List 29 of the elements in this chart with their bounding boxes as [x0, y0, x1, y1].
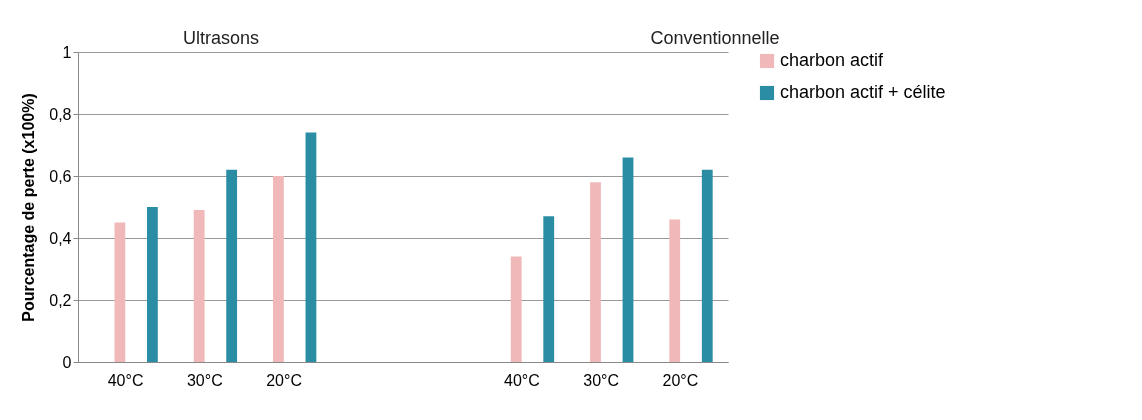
- x-tick-label: 20°C: [266, 371, 302, 389]
- x-tick-label: 20°C: [662, 371, 699, 389]
- bar: [193, 210, 205, 362]
- text: Conventionnelle: [650, 28, 780, 48]
- legend-label: charbon actif: [780, 50, 885, 70]
- bar: [146, 207, 158, 362]
- bar: [305, 132, 317, 362]
- x-tick-label: 30°C: [583, 371, 620, 389]
- bar: [543, 216, 555, 362]
- bar: [273, 176, 284, 362]
- y-tick-label: 0,4: [49, 229, 72, 247]
- bar: [590, 182, 601, 362]
- bar: [701, 169, 713, 362]
- text: Ultrasons: [182, 28, 260, 48]
- bar: [114, 222, 126, 362]
- legend-label: charbon actif + célite: [780, 82, 946, 102]
- bar: [226, 169, 238, 362]
- bar: [510, 256, 522, 362]
- y-tick-label: 1: [62, 43, 72, 61]
- x-tick-label: 40°C: [504, 371, 540, 389]
- bar: [669, 219, 681, 362]
- y-tick-label: 0: [62, 353, 72, 371]
- y-axis-title: Pourcentage de perte (x100%): [20, 93, 38, 322]
- x-tick-label: 40°C: [107, 371, 144, 389]
- y-tick-label: 0,2: [49, 291, 72, 309]
- x-tick-label: 30°C: [186, 371, 223, 389]
- bar: [622, 157, 634, 362]
- y-tick-label: 0,6: [49, 167, 72, 185]
- y-tick-label: 0,8: [49, 105, 72, 123]
